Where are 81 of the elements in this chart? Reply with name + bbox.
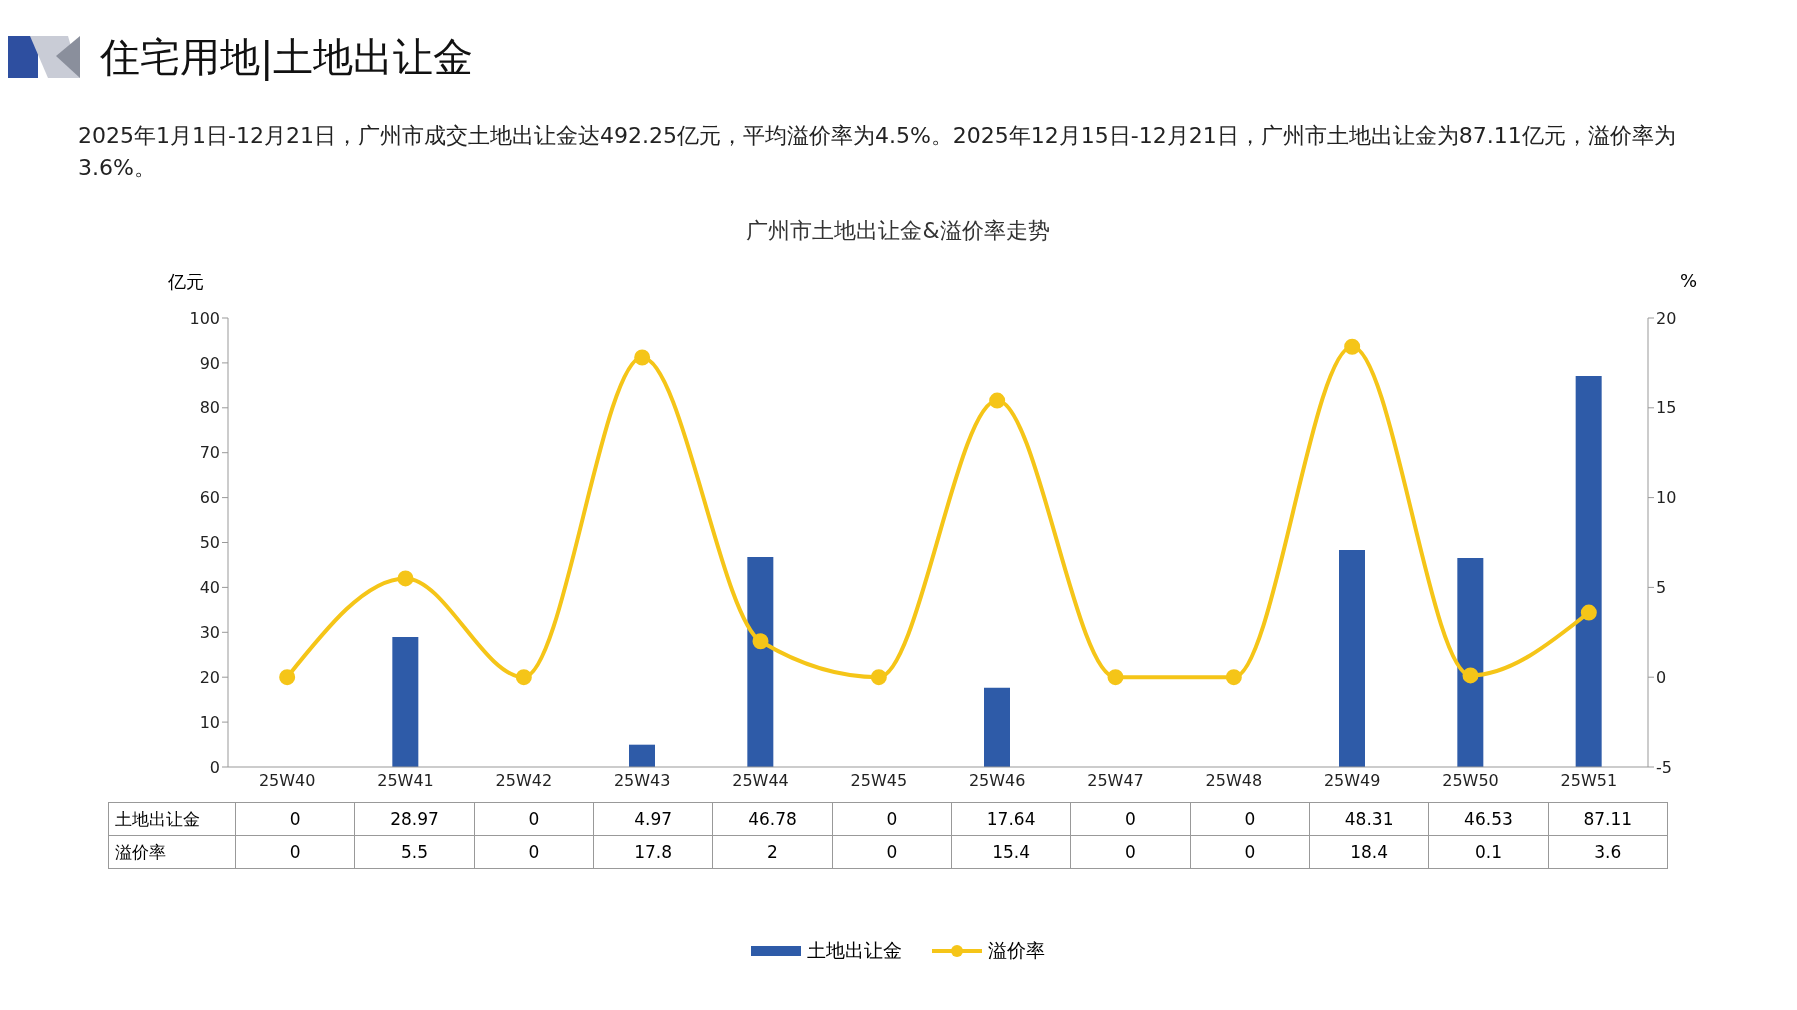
data-label: 28.97 bbox=[354, 802, 475, 836]
data-label: 0 bbox=[474, 802, 594, 836]
y-tick-label: 100 bbox=[189, 308, 220, 328]
y2-tick-label: 10 bbox=[1656, 488, 1677, 508]
bar bbox=[984, 687, 1010, 767]
point bbox=[1344, 338, 1361, 355]
x-tick-label: 25W51 bbox=[1560, 771, 1618, 791]
x-tick-label: 25W44 bbox=[732, 771, 789, 791]
bar bbox=[1457, 558, 1484, 767]
bar bbox=[1339, 550, 1365, 767]
bar bbox=[629, 744, 655, 767]
point bbox=[1462, 667, 1479, 684]
chart-title: 住宅用地|土地出让金 bbox=[100, 33, 474, 83]
text: 溢价率 bbox=[115, 841, 166, 862]
data-label: 0.1 bbox=[1428, 835, 1549, 869]
y-axis-title: 亿元 bbox=[168, 270, 204, 294]
y-tick-label: 50 bbox=[199, 533, 220, 553]
point bbox=[634, 349, 651, 366]
point bbox=[870, 669, 887, 686]
x-tick-label: 25W40 bbox=[258, 771, 316, 791]
data-label: 0 bbox=[474, 835, 594, 869]
data-label: 0 bbox=[1190, 802, 1310, 836]
y2-tick-label: 5 bbox=[1656, 578, 1667, 598]
point bbox=[397, 570, 414, 587]
data-label: 15.4 bbox=[951, 835, 1071, 869]
y2-tick-label: 15 bbox=[1656, 398, 1677, 418]
point bbox=[279, 669, 296, 686]
y-tick-label: 70 bbox=[199, 443, 220, 463]
data-label: 18.4 bbox=[1309, 835, 1429, 869]
y-tick-label: 0 bbox=[209, 757, 220, 777]
x-tick-label: 25W41 bbox=[377, 771, 434, 791]
data-label: 46.78 bbox=[712, 802, 833, 836]
x-tick-label: 25W42 bbox=[495, 771, 553, 791]
x-tick-label: 25W50 bbox=[1442, 771, 1499, 791]
y-tick-label: 90 bbox=[199, 353, 220, 373]
y2-axis-title: % bbox=[1680, 270, 1698, 291]
data-label: 17.8 bbox=[593, 835, 713, 869]
y2-tick-label: 0 bbox=[1656, 667, 1667, 687]
y2-tick-label: 20 bbox=[1656, 308, 1677, 328]
point bbox=[1107, 669, 1124, 686]
data-label: 0 bbox=[832, 835, 952, 869]
point bbox=[1580, 604, 1597, 621]
bar bbox=[1575, 375, 1602, 767]
bar bbox=[747, 556, 774, 767]
point bbox=[989, 392, 1006, 409]
data-label: 87.11 bbox=[1548, 802, 1668, 836]
y-tick-label: 40 bbox=[199, 578, 220, 598]
text: 广州市土地出让金&溢价率走势 bbox=[745, 217, 1051, 245]
data-label: 0 bbox=[1190, 835, 1310, 869]
x-tick-label: 25W47 bbox=[1087, 771, 1144, 791]
point bbox=[1225, 669, 1242, 686]
y-tick-label: 20 bbox=[199, 667, 220, 687]
y-tick-label: 10 bbox=[199, 712, 220, 732]
data-label: 17.64 bbox=[951, 802, 1071, 836]
data-label: 0 bbox=[235, 802, 355, 836]
data-label: 5.5 bbox=[354, 835, 475, 869]
x-tick-label: 25W46 bbox=[968, 771, 1026, 791]
point bbox=[752, 633, 769, 650]
data-label: 48.31 bbox=[1309, 802, 1429, 836]
point bbox=[515, 669, 532, 686]
x-tick-label: 25W49 bbox=[1323, 771, 1381, 791]
data-label: 4.97 bbox=[593, 802, 713, 836]
y2-tick-label: -5 bbox=[1656, 757, 1672, 777]
data-label: 0 bbox=[235, 835, 355, 869]
x-tick-label: 25W48 bbox=[1205, 771, 1263, 791]
legend-label: 溢价率 bbox=[988, 938, 1045, 963]
data-label: 0 bbox=[1070, 835, 1191, 869]
data-label: 3.6 bbox=[1548, 835, 1668, 869]
bar bbox=[392, 636, 419, 767]
text: 土地出让金 bbox=[115, 808, 200, 829]
data-label: 0 bbox=[1070, 802, 1191, 836]
legend-label: 土地出让金 bbox=[807, 938, 902, 963]
data-label: 46.53 bbox=[1428, 802, 1549, 836]
x-tick-label: 25W43 bbox=[613, 771, 671, 791]
y-tick-label: 80 bbox=[199, 398, 220, 418]
y-tick-label: 30 bbox=[199, 622, 220, 642]
data-label: 0 bbox=[832, 802, 952, 836]
x-tick-label: 25W45 bbox=[850, 771, 908, 791]
y-tick-label: 60 bbox=[199, 488, 220, 508]
chart-subtitle: 2025年1月1日-12月21日，广州市成交土地出让金达492.25亿元，平均溢价率为4.5%。2025年12月15日-12月21日，广州市土地出让金为87.11亿元，溢价率为3.6%。 bbox=[78, 122, 1677, 182]
data-label: 2 bbox=[712, 835, 833, 869]
